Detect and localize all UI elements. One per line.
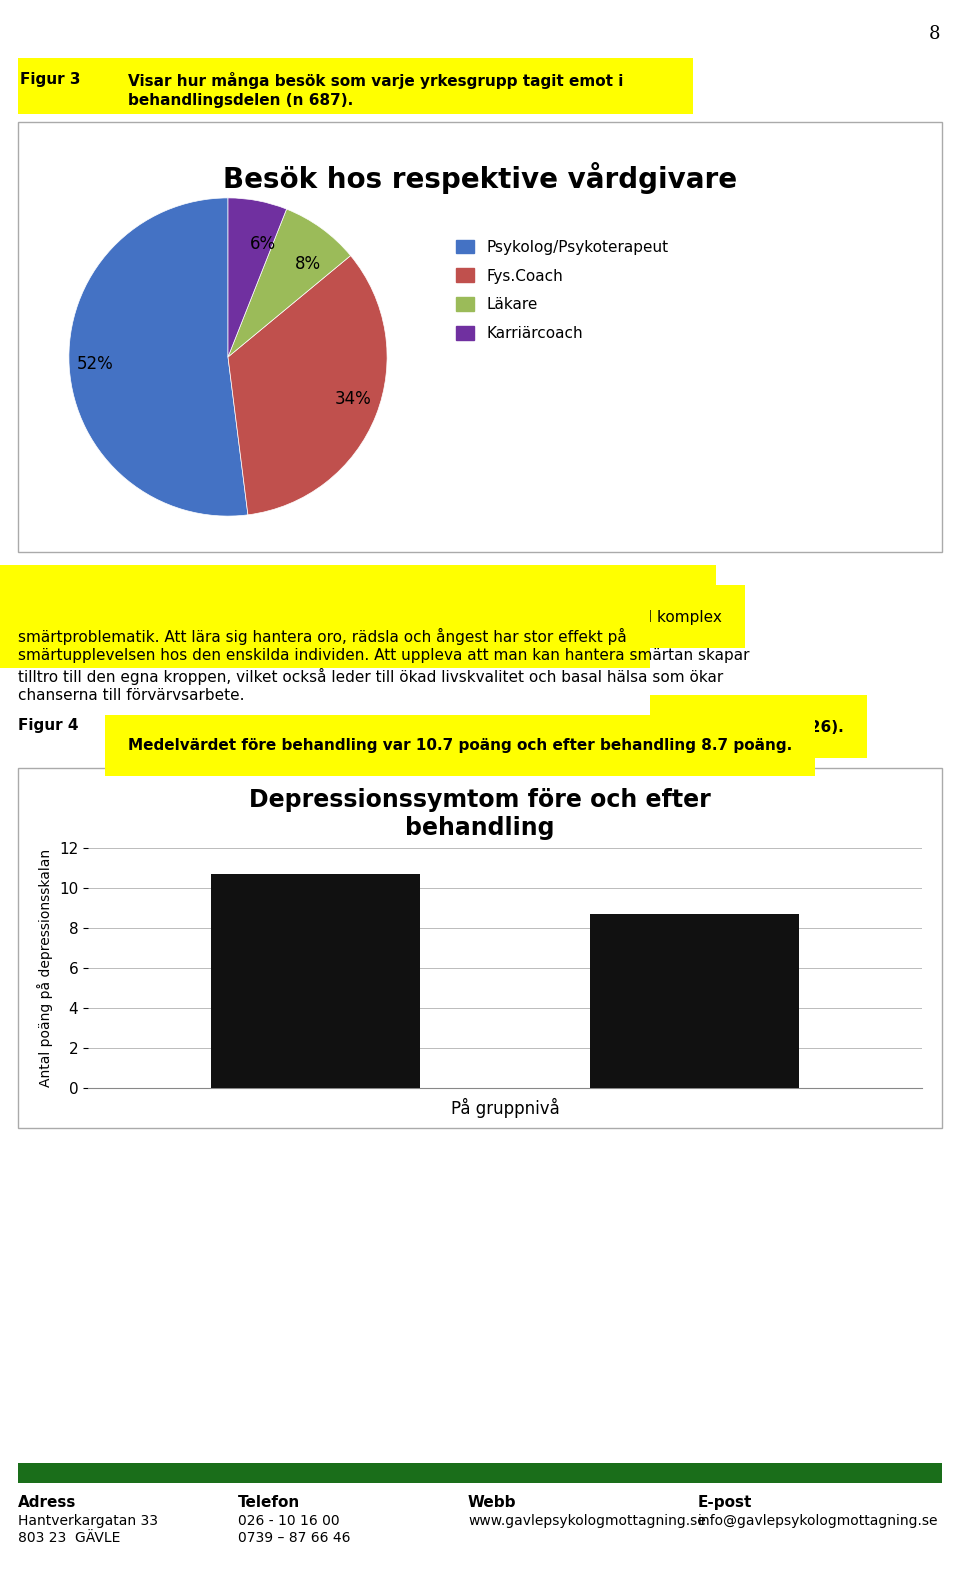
Text: 34%: 34% <box>334 390 372 409</box>
Text: Hantverkargatan 33: Hantverkargatan 33 <box>18 1515 158 1527</box>
Text: behandlingsdelen (n 687).: behandlingsdelen (n 687). <box>128 92 353 108</box>
Text: 026 - 10 16 00: 026 - 10 16 00 <box>238 1515 340 1527</box>
Text: Telefon: Telefon <box>238 1496 300 1510</box>
Text: (n37): (n37) <box>313 568 363 585</box>
Text: www.gavlepsykologmottagning.se: www.gavlepsykologmottagning.se <box>468 1515 706 1527</box>
Text: 8: 8 <box>928 25 940 43</box>
Text: Figur 4: Figur 4 <box>18 718 79 733</box>
Text: Visar förbättringen vid depressionssymptom av avslutade patienter: Visar förbättringen vid depressionssympt… <box>128 718 718 733</box>
Text: Webb: Webb <box>468 1496 516 1510</box>
Text: smärtupplevelsen hos den enskilda individen. Att uppleva att man kan hantera smä: smärtupplevelsen hos den enskilda indivi… <box>18 648 750 663</box>
Legend: Psykolog/Psykoterapeut, Fys.Coach, Läkare, Karriärcoach: Psykolog/Psykoterapeut, Fys.Coach, Läkar… <box>456 240 668 340</box>
Wedge shape <box>228 208 350 356</box>
FancyBboxPatch shape <box>18 768 942 1128</box>
Text: Besök hos respektive vårdgivare: Besök hos respektive vårdgivare <box>223 162 737 194</box>
Text: Figur 3: Figur 3 <box>20 72 81 88</box>
Text: chanserna till förvärvsarbete.: chanserna till förvärvsarbete. <box>18 687 245 703</box>
Text: fullständiga data. Depression och ångest förekommer till stor del hos patienter : fullständiga data. Depression och ångest… <box>18 608 722 625</box>
Text: Adress: Adress <box>18 1496 77 1510</box>
Text: Depressionssymtom före och efter: Depressionssymtom före och efter <box>250 788 710 811</box>
Text: E-post: E-post <box>698 1496 753 1510</box>
Text: smärtproblematik. Att lära sig hantera oro, rädsla och ångest har stor effekt på: smärtproblematik. Att lära sig hantera o… <box>18 628 627 644</box>
FancyBboxPatch shape <box>18 57 692 115</box>
Text: på gruppnivå (n26).: på gruppnivå (n26). <box>673 718 844 735</box>
Text: tilltro till den egna kroppen, vilket också leder till ökad livskvalitet och bas: tilltro till den egna kroppen, vilket oc… <box>18 668 723 686</box>
Text: Vi har avslutat 37 patienter under 2012, varav 11 bortfall och därmed 26 patient: Vi har avslutat 37 patienter under 2012,… <box>18 589 693 603</box>
Y-axis label: Antal poäng på depressionsskalan: Antal poäng på depressionsskalan <box>37 850 54 1087</box>
FancyBboxPatch shape <box>18 123 942 552</box>
Text: 6%: 6% <box>250 235 276 253</box>
Text: Medelvärdet före behandling var 10.7 poäng och efter behandling 8.7 poäng.: Medelvärdet före behandling var 10.7 poä… <box>128 738 792 753</box>
Text: 803 23  GÄVLE: 803 23 GÄVLE <box>18 1531 120 1545</box>
Wedge shape <box>69 197 248 515</box>
Text: info@gavlepsykologmottagning.se: info@gavlepsykologmottagning.se <box>698 1515 939 1527</box>
Bar <box>211 873 420 1088</box>
FancyBboxPatch shape <box>18 1464 942 1483</box>
Text: 8%: 8% <box>296 255 322 274</box>
Text: behandling: behandling <box>405 816 555 840</box>
Wedge shape <box>228 256 387 515</box>
Text: 0739 – 87 66 46: 0739 – 87 66 46 <box>238 1531 350 1545</box>
Wedge shape <box>228 197 287 356</box>
Text: Avslutade patienter under 2012: Avslutade patienter under 2012 <box>18 568 323 585</box>
Bar <box>590 913 799 1088</box>
Text: 52%: 52% <box>77 355 113 374</box>
Text: Visar hur många besök som varje yrkesgrupp tagit emot i: Visar hur många besök som varje yrkesgru… <box>128 72 623 89</box>
